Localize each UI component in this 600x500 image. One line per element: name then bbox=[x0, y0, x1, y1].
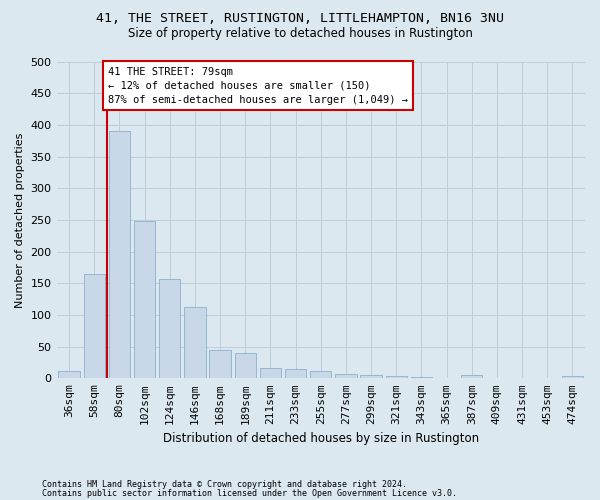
Bar bbox=[235, 353, 256, 378]
Bar bbox=[159, 279, 181, 378]
Bar bbox=[285, 370, 307, 378]
Bar bbox=[184, 306, 206, 378]
Bar bbox=[310, 372, 331, 378]
Y-axis label: Number of detached properties: Number of detached properties bbox=[15, 132, 25, 308]
Bar bbox=[109, 131, 130, 378]
Text: Size of property relative to detached houses in Rustington: Size of property relative to detached ho… bbox=[128, 28, 472, 40]
Bar bbox=[58, 372, 80, 378]
Text: Contains public sector information licensed under the Open Government Licence v3: Contains public sector information licen… bbox=[42, 489, 457, 498]
Bar bbox=[134, 221, 155, 378]
Bar bbox=[411, 377, 432, 378]
Bar bbox=[461, 375, 482, 378]
Bar bbox=[386, 376, 407, 378]
Bar bbox=[562, 376, 583, 378]
Bar bbox=[361, 375, 382, 378]
Text: 41 THE STREET: 79sqm
← 12% of detached houses are smaller (150)
87% of semi-deta: 41 THE STREET: 79sqm ← 12% of detached h… bbox=[108, 66, 408, 104]
Bar bbox=[83, 274, 105, 378]
X-axis label: Distribution of detached houses by size in Rustington: Distribution of detached houses by size … bbox=[163, 432, 479, 445]
Bar bbox=[209, 350, 231, 378]
Text: 41, THE STREET, RUSTINGTON, LITTLEHAMPTON, BN16 3NU: 41, THE STREET, RUSTINGTON, LITTLEHAMPTO… bbox=[96, 12, 504, 26]
Bar bbox=[335, 374, 356, 378]
Text: Contains HM Land Registry data © Crown copyright and database right 2024.: Contains HM Land Registry data © Crown c… bbox=[42, 480, 407, 489]
Bar bbox=[260, 368, 281, 378]
